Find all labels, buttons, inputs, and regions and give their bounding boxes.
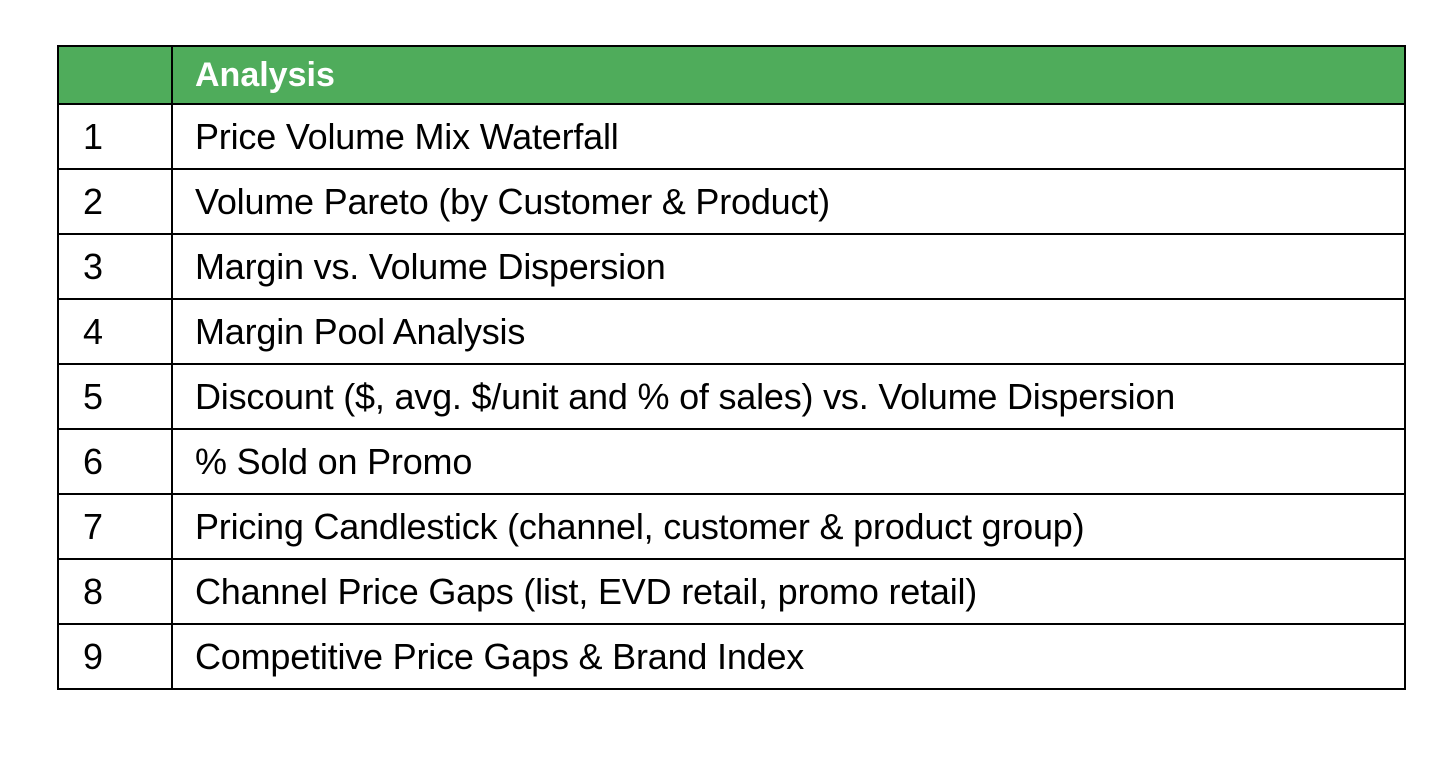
analysis-name: Price Volume Mix Waterfall [171, 103, 1406, 170]
row-number: 6 [57, 428, 173, 495]
number-column-header [57, 45, 173, 105]
analysis-name: Channel Price Gaps (list, EVD retail, pr… [171, 558, 1406, 625]
table-row: 1 Price Volume Mix Waterfall [57, 103, 1406, 170]
table-row: 7 Pricing Candlestick (channel, customer… [57, 493, 1406, 560]
analysis-name: Margin vs. Volume Dispersion [171, 233, 1406, 300]
analysis-name: Discount ($, avg. $/unit and % of sales)… [171, 363, 1406, 430]
table-row: 6 % Sold on Promo [57, 428, 1406, 495]
analysis-name: % Sold on Promo [171, 428, 1406, 495]
row-number: 1 [57, 103, 173, 170]
table-row: 5 Discount ($, avg. $/unit and % of sale… [57, 363, 1406, 430]
table-row: 9 Competitive Price Gaps & Brand Index [57, 623, 1406, 690]
row-number: 8 [57, 558, 173, 625]
table-row: 4 Margin Pool Analysis [57, 298, 1406, 365]
analysis-table: Analysis 1 Price Volume Mix Waterfall 2 … [57, 45, 1406, 690]
row-number: 5 [57, 363, 173, 430]
analysis-name: Competitive Price Gaps & Brand Index [171, 623, 1406, 690]
table-body: 1 Price Volume Mix Waterfall 2 Volume Pa… [57, 103, 1406, 690]
row-number: 3 [57, 233, 173, 300]
header-row: Analysis [57, 45, 1406, 105]
table-header: Analysis [57, 45, 1406, 105]
table-row: 2 Volume Pareto (by Customer & Product) [57, 168, 1406, 235]
analysis-column-header: Analysis [171, 45, 1406, 105]
row-number: 7 [57, 493, 173, 560]
row-number: 2 [57, 168, 173, 235]
analysis-name: Margin Pool Analysis [171, 298, 1406, 365]
analysis-name: Pricing Candlestick (channel, customer &… [171, 493, 1406, 560]
table-row: 3 Margin vs. Volume Dispersion [57, 233, 1406, 300]
row-number: 9 [57, 623, 173, 690]
row-number: 4 [57, 298, 173, 365]
analysis-name: Volume Pareto (by Customer & Product) [171, 168, 1406, 235]
table-row: 8 Channel Price Gaps (list, EVD retail, … [57, 558, 1406, 625]
